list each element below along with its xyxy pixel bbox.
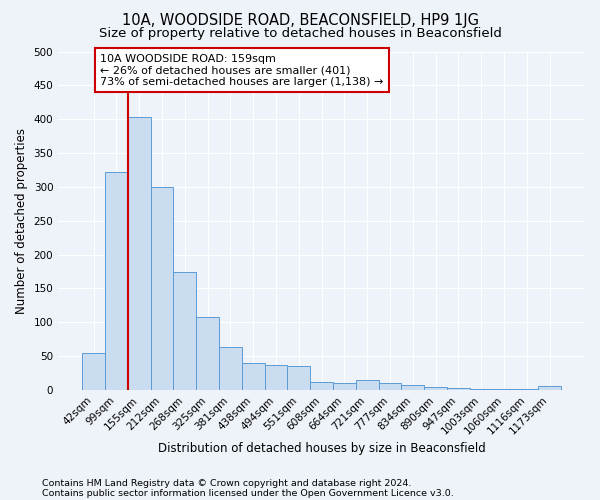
Bar (401, 384, 424, 390)
Text: 10A, WOODSIDE ROAD, BEACONSFIELD, HP9 1JG: 10A, WOODSIDE ROAD, BEACONSFIELD, HP9 1J… (121, 12, 479, 28)
Bar (379, 384, 401, 390)
Y-axis label: Number of detached properties: Number of detached properties (15, 128, 28, 314)
Bar (538, 386, 561, 390)
Text: Size of property relative to detached houses in Beaconsfield: Size of property relative to detached ho… (98, 28, 502, 40)
Bar (265, 365, 287, 390)
Bar (242, 363, 265, 390)
Bar (82, 354, 105, 390)
Bar (219, 348, 242, 390)
Bar (424, 386, 447, 390)
Text: Contains public sector information licensed under the Open Government Licence v3: Contains public sector information licen… (42, 488, 454, 498)
Bar (287, 366, 310, 390)
Text: Contains HM Land Registry data © Crown copyright and database right 2024.: Contains HM Land Registry data © Crown c… (42, 478, 412, 488)
Bar (447, 388, 470, 390)
Bar (128, 117, 151, 390)
X-axis label: Distribution of detached houses by size in Beaconsfield: Distribution of detached houses by size … (158, 442, 485, 455)
Bar (310, 382, 333, 390)
Bar (196, 317, 219, 390)
Bar (333, 382, 356, 390)
Bar (470, 388, 493, 390)
Bar (105, 172, 128, 390)
Bar (151, 187, 173, 390)
Bar (356, 380, 379, 390)
Bar (173, 272, 196, 390)
Text: 10A WOODSIDE ROAD: 159sqm
← 26% of detached houses are smaller (401)
73% of semi: 10A WOODSIDE ROAD: 159sqm ← 26% of detac… (100, 54, 384, 86)
